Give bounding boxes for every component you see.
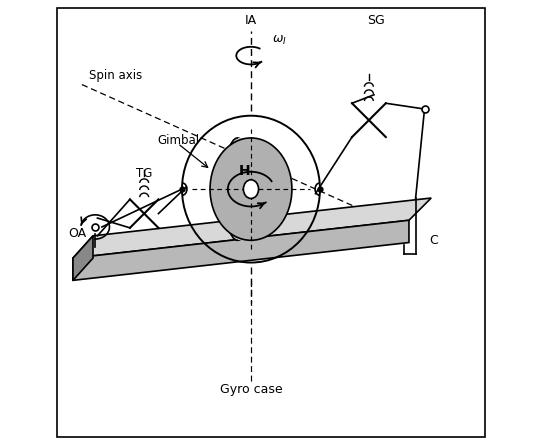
Text: OA: OA xyxy=(68,227,87,240)
Text: Gyro case: Gyro case xyxy=(220,383,282,396)
Ellipse shape xyxy=(210,138,292,240)
FancyBboxPatch shape xyxy=(56,8,486,437)
Polygon shape xyxy=(73,236,93,280)
Text: Spin axis: Spin axis xyxy=(88,69,142,82)
Polygon shape xyxy=(73,220,409,280)
Text: TG: TG xyxy=(136,167,152,180)
Ellipse shape xyxy=(243,180,259,198)
Text: H: H xyxy=(238,164,250,178)
Text: IA: IA xyxy=(245,13,257,27)
Text: SG: SG xyxy=(367,13,384,27)
Polygon shape xyxy=(73,198,431,258)
Polygon shape xyxy=(237,138,251,240)
Text: $\omega_I$: $\omega_I$ xyxy=(272,34,287,48)
Text: Gimbal: Gimbal xyxy=(158,134,199,147)
Ellipse shape xyxy=(223,138,252,240)
Text: C: C xyxy=(429,234,438,247)
